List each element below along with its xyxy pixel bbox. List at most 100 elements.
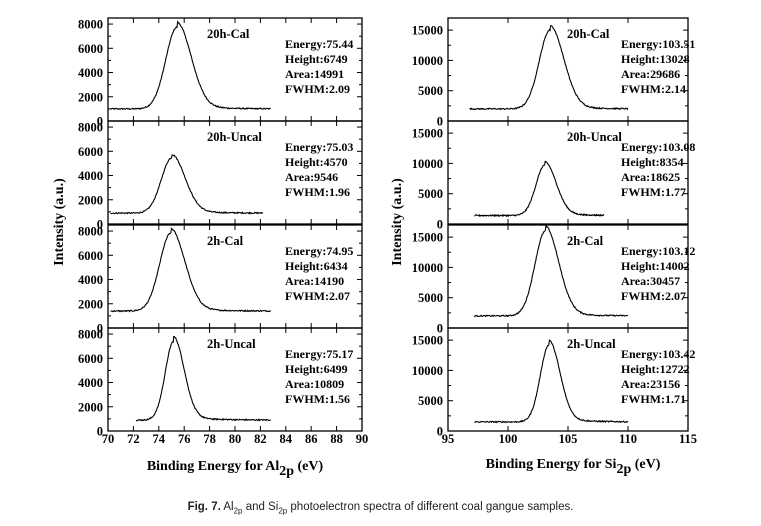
sample-label: 20h-Cal (567, 27, 610, 41)
y-tick-label: 0 (437, 218, 443, 232)
peak-annotation: FWHM:2.07 (285, 289, 350, 303)
spectrum-line (469, 25, 629, 111)
peak-annotation: FWHM:1.56 (285, 392, 350, 406)
y-tick-label: 5000 (418, 291, 443, 305)
sample-label: 20h-Uncal (207, 130, 262, 144)
x-tick-label: 78 (203, 432, 216, 446)
x-tick-label: 115 (679, 432, 697, 446)
y-tick-label: 6000 (78, 352, 103, 366)
y-tick-label: 6000 (78, 42, 103, 56)
panel-2h-cal: 0 2000 4000 6000 8000 2h-Cal Energy:74.95Heigh… (78, 224, 363, 336)
peak-annotation: FWHM:1.77 (621, 185, 686, 199)
y-tick-label: 6000 (78, 249, 103, 263)
peak-annotation: FWHM:2.14 (621, 82, 686, 96)
peak-annotation: FWHM:2.07 (621, 289, 686, 303)
y-axis-title: Intensity (a.u.) (52, 178, 67, 266)
spectrum-line (110, 227, 271, 313)
x-tick-label: 86 (305, 432, 318, 446)
y-tick-label: 8000 (78, 225, 103, 239)
y-tick-label: 15000 (412, 127, 443, 141)
y-tick-label: 4000 (78, 169, 103, 183)
figure-caption: Fig. 7. Al2p and Si2p photoelectron spec… (0, 501, 761, 515)
y-tick-label: 8000 (78, 328, 103, 342)
caption-prefix: Fig. 7. (187, 501, 221, 513)
peak-annotation: Height:13028 (621, 52, 690, 66)
y-tick-label: 5000 (418, 187, 443, 201)
panel-2h-cal: 0 5000 10000 15000 2h-Cal Energy:103.12Height… (412, 224, 695, 336)
sample-label: 2h-Uncal (207, 337, 256, 351)
y-tick-label: 15000 (412, 24, 443, 38)
y-tick-label: 0 (97, 322, 103, 336)
peak-annotation: Height:4570 (285, 155, 348, 169)
y-tick-label: 2000 (78, 193, 103, 207)
sample-label: 2h-Cal (567, 234, 604, 248)
y-tick-label: 5000 (418, 84, 443, 98)
peak-annotation: Area:18625 (621, 170, 680, 184)
peak-annotation: FWHM:1.96 (285, 185, 350, 199)
x-tick-label: 84 (280, 432, 293, 446)
sample-label: 20h-Cal (207, 27, 250, 41)
x-tick-label: 88 (330, 432, 343, 446)
peak-annotation: Energy:103.42 (621, 347, 695, 361)
peak-annotation: Energy:103.51 (621, 37, 695, 51)
panel-2h-uncal: 0 2000 4000 6000 8000 2h-Uncal Energy:75.17Hei… (78, 327, 363, 439)
panel-20h-uncal: 0 2000 4000 6000 8000 20h-Uncal Energy:75.03He… (78, 120, 363, 232)
x-tick-label: 110 (619, 432, 637, 446)
spectrum-line (474, 338, 629, 424)
x-axis-title: Binding Energy for Si2p (eV) (486, 457, 661, 477)
x-tick-label: 105 (559, 432, 578, 446)
panel-2h-uncal: 0 5000 10000 15000 2h-Uncal Energy:103.42Heig… (412, 327, 695, 439)
peak-annotation: Area:14190 (285, 274, 344, 288)
y-tick-label: 4000 (78, 376, 103, 390)
x-tick-label: 80 (229, 432, 242, 446)
spectrum-line (135, 335, 272, 422)
peak-annotation: Area:9546 (285, 170, 338, 184)
peak-annotation: Energy:103.08 (621, 140, 695, 154)
y-tick-label: 2000 (78, 400, 103, 414)
peak-annotation: Area:14991 (285, 67, 344, 81)
panel-20h-cal: 0 2000 4000 6000 8000 20h-Cal Energy:75.44Heig… (78, 17, 363, 129)
chart-al2p: 0200040006000800020h-CalEnergy:75.44Heig… (52, 17, 368, 479)
peak-annotation: FWHM:2.09 (285, 82, 350, 96)
y-tick-label: 4000 (78, 273, 103, 287)
sample-label: 2h-Uncal (567, 337, 616, 351)
peak-annotation: Area:23156 (621, 377, 680, 391)
spectrum-line (110, 20, 271, 111)
caption-sub-1: 2p (233, 506, 243, 516)
x-tick-label: 76 (178, 432, 191, 446)
caption-text-2: and Si (242, 501, 279, 513)
y-tick-label: 0 (437, 425, 443, 439)
y-tick-label: 10000 (412, 261, 443, 275)
y-tick-label: 10000 (412, 157, 443, 171)
caption-text-3: photoelectron spectra of different coal … (287, 501, 574, 513)
y-tick-label: 0 (97, 115, 103, 129)
y-tick-label: 10000 (412, 364, 443, 378)
peak-annotation: Height:14002 (621, 259, 690, 273)
peak-annotation: Energy:75.17 (285, 347, 353, 361)
x-tick-label: 82 (254, 432, 267, 446)
peak-annotation: Height:6434 (285, 259, 348, 273)
peak-annotation: Energy:74.95 (285, 244, 353, 258)
panel-20h-cal: 0 5000 10000 15000 20h-Cal Energy:103.51Heigh… (412, 17, 695, 129)
y-tick-label: 0 (437, 322, 443, 336)
spectrum-line (473, 225, 629, 318)
peak-annotation: Height:6749 (285, 52, 348, 66)
y-tick-label: 8000 (78, 18, 103, 32)
peak-annotation: Height:6499 (285, 362, 348, 376)
y-tick-label: 0 (97, 425, 103, 439)
y-tick-label: 4000 (78, 66, 103, 80)
x-tick-label: 72 (127, 432, 140, 446)
peak-annotation: Area:29686 (621, 67, 680, 81)
peak-annotation: Height:8354 (621, 155, 684, 169)
peak-annotation: Height:12722 (621, 362, 690, 376)
peak-annotation: Area:30457 (621, 274, 680, 288)
sample-label: 2h-Cal (207, 234, 244, 248)
y-tick-label: 0 (437, 115, 443, 129)
x-tick-label: 74 (153, 432, 166, 446)
y-tick-label: 8000 (78, 121, 103, 135)
y-tick-label: 15000 (412, 231, 443, 245)
peak-annotation: Energy:75.44 (285, 37, 353, 51)
y-tick-label: 5000 (418, 394, 443, 408)
